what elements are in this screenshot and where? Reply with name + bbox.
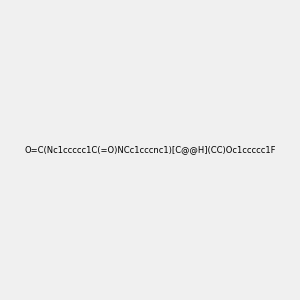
Text: O=C(Nc1ccccc1C(=O)NCc1cccnc1)[C@@H](CC)Oc1ccccc1F: O=C(Nc1ccccc1C(=O)NCc1cccnc1)[C@@H](CC)O… [24,146,276,154]
